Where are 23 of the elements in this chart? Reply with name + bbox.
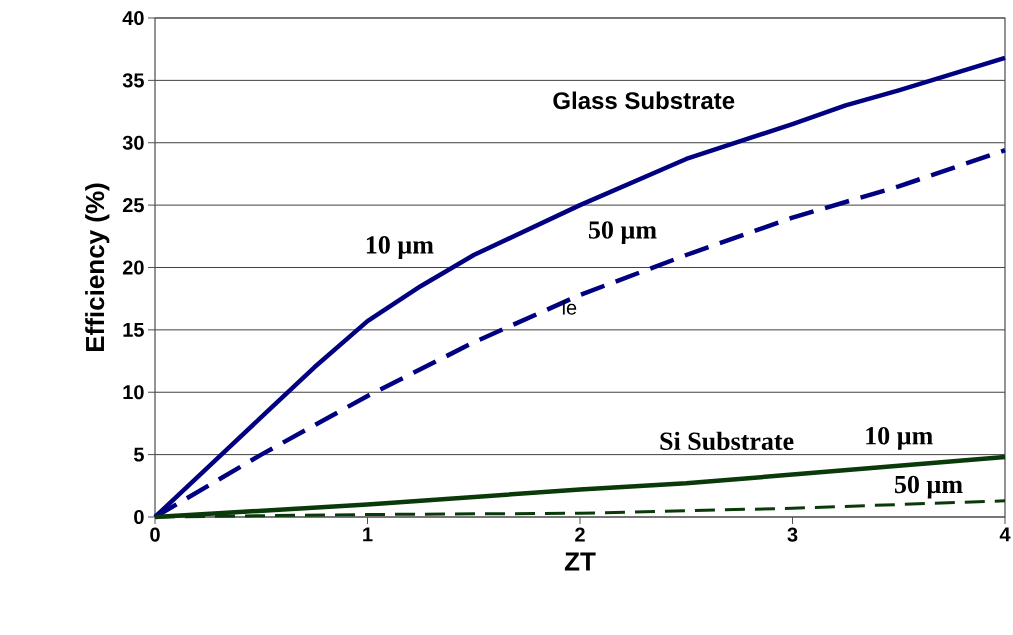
x-tick-label: 4 (999, 527, 1011, 542)
y-axis-title: Efficiency (%) (85, 183, 110, 351)
y-tick-label: 15 (123, 322, 144, 337)
annotation: 10 µm (866, 426, 933, 450)
y-tick-label: 0 (134, 509, 144, 525)
y-tick-label: 35 (122, 73, 144, 88)
annotation: 10 µm (366, 236, 434, 259)
annotation: 50 µm (588, 221, 657, 244)
annotation: le (562, 300, 577, 315)
annotation: Si Substrate (660, 431, 794, 451)
y-tick-label: 25 (122, 198, 144, 213)
annotation: 50 µm (894, 475, 963, 499)
x-tick-label: 1 (363, 527, 373, 542)
y-tick-label: 30 (122, 135, 144, 150)
y-tick-label: 20 (122, 260, 144, 275)
y-tick-label: 5 (133, 447, 144, 462)
annotation: Glass Substrate (553, 91, 735, 110)
y-tick-label: 40 (122, 10, 144, 26)
y-tick-label: 10 (123, 385, 144, 400)
x-axis-title: ZT (564, 552, 596, 571)
x-tick-label: 2 (575, 527, 585, 542)
x-tick-label: 0 (150, 527, 160, 542)
x-tick-label: 3 (787, 527, 798, 542)
